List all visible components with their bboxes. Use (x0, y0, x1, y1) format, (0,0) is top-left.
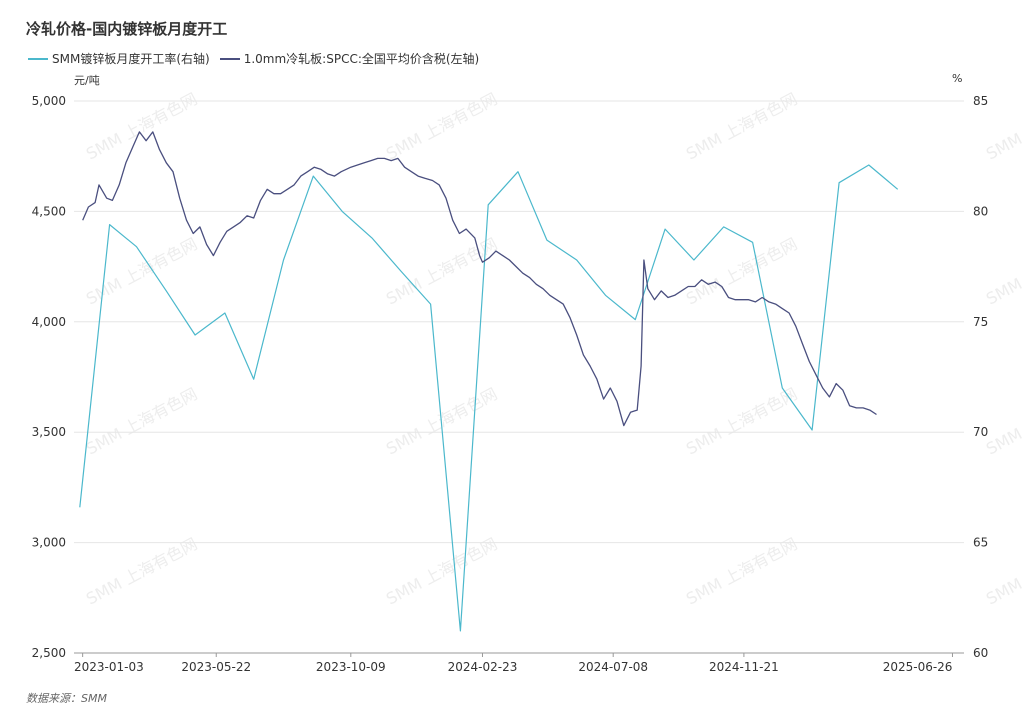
left-axis-tick-label: 3,500 (32, 425, 66, 439)
right-axis-tick-label: 85 (973, 94, 988, 108)
watermark: SMM 上海有色网 (83, 384, 200, 458)
left-axis-tick-label: 5,000 (32, 94, 66, 108)
legend-item-utilization[interactable]: SMM镀锌板月度开工率(右轴) (28, 50, 210, 67)
left-axis-tick-label: 3,000 (32, 536, 66, 550)
legend-label-price: 1.0mm冷轧板:SPCC:全国平均价含税(左轴) (243, 52, 480, 66)
watermark: SMM 上海有色网 (683, 384, 800, 458)
watermark: SMM 上海有色网 (983, 534, 1024, 608)
x-axis-tick-label: 2023-05-22 (181, 660, 251, 674)
x-axis-tick-label: 2025-06-26 (883, 660, 953, 674)
series-line-price (82, 131, 877, 427)
right-axis-tick-label: 65 (973, 536, 988, 550)
watermark: SMM 上海有色网 (683, 89, 800, 163)
watermark: SMM 上海有色网 (983, 234, 1024, 308)
left-axis-tick-label: 4,500 (32, 204, 66, 218)
chart-title: 冷轧价格-国内镀锌板月度开工 (26, 20, 228, 38)
watermark: SMM 上海有色网 (383, 89, 500, 163)
watermark: SMM 上海有色网 (83, 89, 200, 163)
watermark: SMM 上海有色网 (83, 534, 200, 608)
x-axis-tick-label: 2024-02-23 (448, 660, 518, 674)
data-source: 数据来源：SMM (26, 692, 107, 705)
watermark: SMM 上海有色网 (383, 534, 500, 608)
legend-label-utilization: SMM镀锌板月度开工率(右轴) (52, 52, 210, 66)
x-axis-tick-label: 2023-01-03 (74, 660, 144, 674)
left-axis-unit: 元/吨 (74, 74, 100, 87)
watermark: SMM 上海有色网 (983, 384, 1024, 458)
watermark: SMM 上海有色网 (983, 89, 1024, 163)
right-axis-tick-label: 60 (973, 646, 988, 660)
watermark: SMM 上海有色网 (683, 234, 800, 308)
left-axis-tick-label: 2,500 (32, 646, 66, 660)
legend: SMM镀锌板月度开工率(右轴) 1.0mm冷轧板:SPCC:全国平均价含税(左轴… (28, 50, 489, 67)
right-axis-tick-label: 75 (973, 315, 988, 329)
left-axis-tick-label: 4,000 (32, 315, 66, 329)
x-axis-tick-label: 2023-10-09 (316, 660, 386, 674)
right-axis-tick-label: 80 (973, 204, 988, 218)
legend-swatch-price (219, 57, 240, 60)
watermark: SMM 上海有色网 (83, 234, 200, 308)
series-line-utilization (79, 164, 899, 632)
x-axis-tick-label: 2024-07-08 (578, 660, 648, 674)
watermark: SMM 上海有色网 (683, 534, 800, 608)
x-axis-tick-label: 2024-11-21 (709, 660, 779, 674)
legend-swatch-utilization (28, 57, 48, 60)
legend-item-price[interactable]: 1.0mm冷轧板:SPCC:全国平均价含税(左轴) (219, 50, 480, 67)
right-axis-unit: % (952, 72, 963, 85)
right-axis-tick-label: 70 (973, 425, 988, 439)
